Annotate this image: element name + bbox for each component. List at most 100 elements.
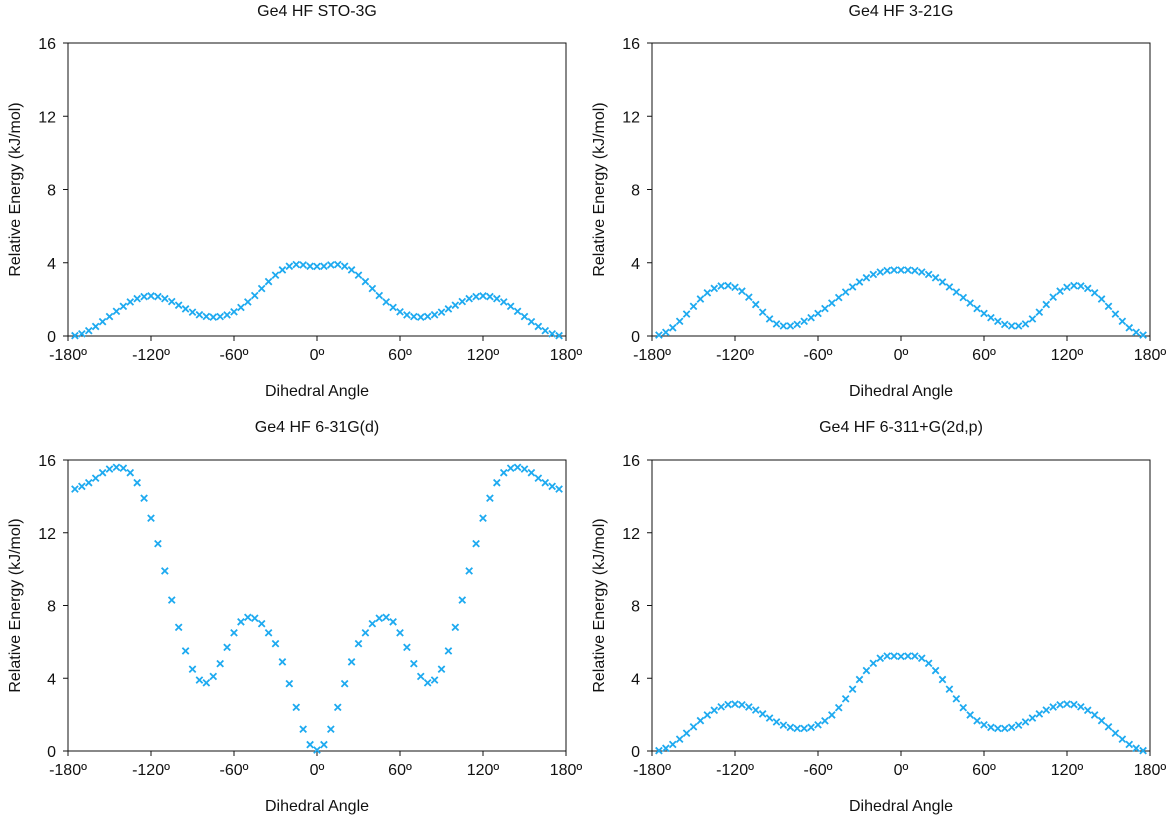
data-point [167,297,176,306]
data-point [800,317,809,326]
x-tick-label: 120º [1051,762,1084,779]
data-point [181,305,190,313]
data-point [952,288,961,296]
data-point [661,744,670,753]
x-tick-label: 120º [1051,347,1084,364]
data-point [243,298,252,306]
data-point [444,305,453,313]
data-point [409,659,418,668]
y-tick-label: 12 [622,526,640,543]
data-point [890,266,898,274]
data-point [1125,323,1134,332]
data-point [910,266,919,275]
data-point [834,703,843,712]
data-point [917,268,926,276]
data-point [257,619,266,628]
data-point [924,659,933,668]
data-point [1104,722,1113,731]
data-point [1118,317,1127,326]
data-point [668,740,677,749]
y-tick-label: 4 [631,256,640,273]
data-point [993,317,1002,326]
data-point [980,720,988,729]
data-point [264,277,273,286]
data-point [675,317,684,326]
data-point [527,468,536,477]
data-point [1118,735,1127,744]
plot-area-frame [651,42,1151,337]
data-point [230,307,238,316]
data-point [1063,700,1071,708]
data-point [1014,322,1023,330]
data-point [306,262,314,271]
data-point [237,303,245,312]
x-tick-label: -180º [49,762,87,779]
data-point [250,291,259,300]
data-point [209,672,218,681]
data-point [689,302,698,311]
data-point [147,514,155,523]
data-point [347,658,356,666]
data-point [465,567,474,575]
data-point [1035,710,1044,718]
data-point [555,331,563,340]
data-point [959,293,968,302]
data-point [1056,287,1064,295]
data-point [827,711,836,719]
data-point [223,643,231,652]
data-point [250,614,259,623]
data-point [841,694,850,703]
data-point [541,326,550,335]
data-point [1063,283,1071,292]
data-point [779,721,788,730]
data-point [541,478,550,487]
data-point [492,294,501,303]
data-point [731,283,739,292]
data-point [793,320,802,329]
data-point [416,672,425,681]
data-point [271,271,280,280]
data-point [271,639,280,648]
data-point [724,281,732,290]
data-point [661,328,670,337]
data-point [987,313,995,322]
y-tick-label: 8 [631,599,640,616]
data-point [1007,723,1016,732]
data-point [237,618,245,626]
data-point [499,298,508,306]
data-point [1049,703,1058,711]
data-point [299,261,308,269]
data-point [952,694,961,703]
data-point [1076,282,1085,290]
data-point [696,716,705,725]
data-point [326,261,335,269]
data-point [188,308,197,317]
x-tick-label: -60º [804,762,833,779]
data-point [451,623,460,632]
y-axis-label: Relative Energy (kJ/mol) [591,518,608,692]
data-point [980,309,988,318]
x-tick-label: 120º [467,347,500,364]
plot-area-frame [67,459,567,752]
data-point [195,676,204,684]
data-point [1000,724,1009,733]
data-point [534,474,543,483]
data-point [1104,302,1113,311]
data-point [506,464,515,473]
data-point [904,652,912,660]
data-point [340,262,349,271]
x-tick-label: -60º [220,347,249,364]
y-tick-label: 12 [38,526,56,543]
data-point [855,278,864,286]
data-point [1083,706,1092,715]
data-point [154,539,162,548]
x-axis-label: Dihedral Angle [265,383,369,400]
y-tick-label: 8 [631,183,640,200]
data-point [710,284,719,293]
y-tick-label: 4 [47,671,56,688]
data-point [84,478,93,487]
x-tick-label: 180º [550,762,583,779]
data-point [77,329,86,338]
data-point [772,718,781,726]
data-point [340,679,349,688]
